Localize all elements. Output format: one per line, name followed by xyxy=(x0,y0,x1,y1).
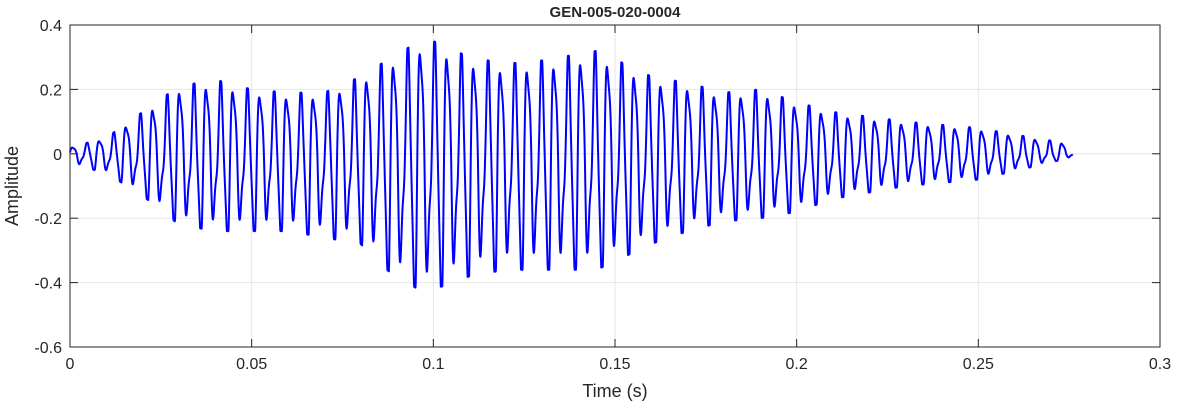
y-tick-label: 0 xyxy=(53,147,62,164)
signal-line xyxy=(69,40,1074,289)
chart-title: GEN-005-020-0004 xyxy=(550,4,682,21)
series-layer xyxy=(69,40,1074,289)
x-tick-label: 0.1 xyxy=(422,356,444,373)
x-tick-label: 0.25 xyxy=(963,356,994,373)
y-tick-label: 0.4 xyxy=(40,18,62,35)
x-axis-label: Time (s) xyxy=(582,381,647,401)
x-tick-label: 0.15 xyxy=(599,356,630,373)
x-tick-label: 0 xyxy=(66,356,75,373)
x-tick-label: 0.2 xyxy=(786,356,808,373)
y-tick-label: -0.6 xyxy=(34,340,62,357)
y-tick-label: -0.4 xyxy=(34,276,62,293)
tick-layer: 0 0.05 0.1 0.15 0.2 0.25 0.3 -0.6 -0.4 -0.2 0 0.2 0.… xyxy=(34,18,1171,373)
x-tick-label: 0.3 xyxy=(1149,356,1171,373)
y-tick-label: 0.2 xyxy=(40,82,62,99)
x-tick-label: 0.05 xyxy=(236,356,267,373)
y-tick-label: -0.2 xyxy=(34,211,62,228)
y-axis-label: Amplitude xyxy=(2,146,22,226)
